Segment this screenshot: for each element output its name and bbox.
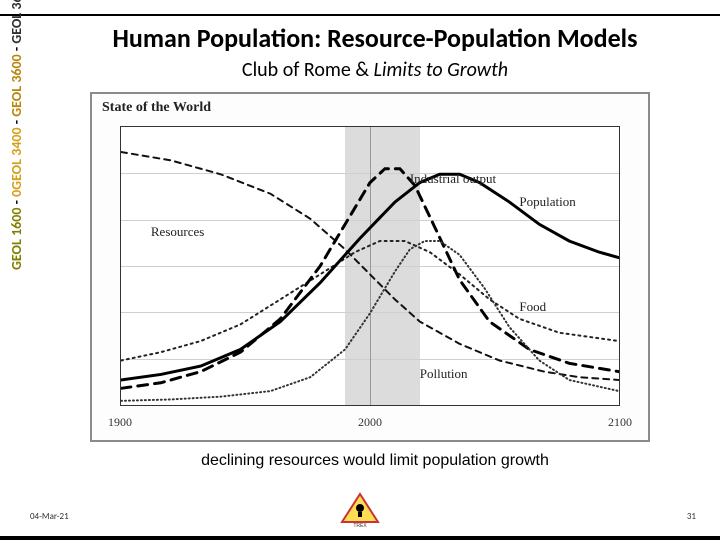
series-label-food: Food [519, 299, 546, 315]
slide-title: Human Population: Resource-Population Mo… [50, 22, 700, 54]
course-code-2: 0GEOL 3400 [8, 127, 25, 197]
course-code-1: GEOL 1600 [8, 208, 25, 270]
chart-container: State of the World Resources Food Industri… [90, 92, 650, 442]
series-label-population: Population [519, 194, 575, 210]
series-label-industrial-output: Industrial output [410, 171, 496, 187]
slide: Human Population: Resource-Population Mo… [0, 0, 720, 540]
footer-page-number: 31 [687, 511, 696, 522]
slide-subtitle: Club of Rome & Limits to Growth [50, 58, 700, 82]
x-tick-label: 1900 [108, 415, 132, 430]
series-resources [121, 152, 619, 380]
top-rule [0, 14, 720, 16]
svg-text:TREX: TREX [353, 523, 367, 528]
course-code-4: GEOL 3650 [8, 0, 25, 44]
series-label-pollution: Pollution [420, 366, 468, 382]
series-pollution [121, 241, 619, 401]
x-tick-label: 2000 [358, 415, 382, 430]
chart-title: State of the World [102, 100, 211, 116]
subtitle-prefix: Club of Rome & [242, 58, 374, 82]
course-code-3: GEOL 3600 [8, 54, 25, 116]
chart-curves [121, 127, 619, 405]
footer-date: 04-Mar-21 [30, 511, 69, 522]
chart-plot-area: Resources Food Industrial output Population… [120, 126, 620, 406]
caption: declining resources would limit populati… [50, 452, 700, 470]
subtitle-italic: Limits to Growth [373, 58, 508, 82]
x-tick-label: 2100 [608, 415, 632, 430]
course-codes-sidebar: GEOL 1600 - 0GEOL 3400 - GEOL 3600 - GEO… [8, 0, 25, 270]
series-label-resources: Resources [151, 224, 204, 240]
footer-logo: TREX [338, 492, 382, 528]
